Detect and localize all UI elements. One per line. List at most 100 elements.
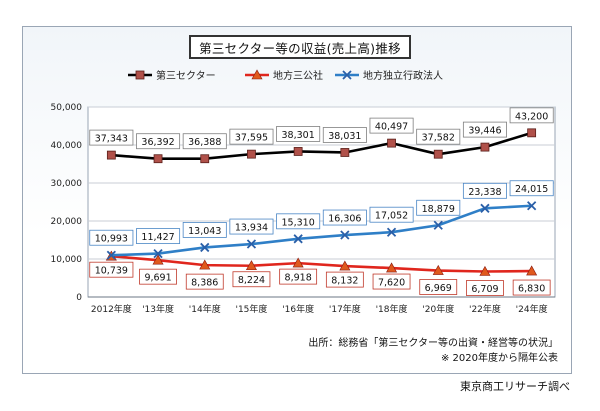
data-label-box xyxy=(89,261,134,278)
data-point xyxy=(200,154,210,164)
data-label-box xyxy=(276,126,321,142)
legend-item-3: 地方独立行政法人 xyxy=(335,69,443,82)
data-point xyxy=(153,248,163,259)
data-label: 40,497 xyxy=(375,122,408,133)
data-label: 37,595 xyxy=(235,133,268,144)
data-label: 37,343 xyxy=(95,134,128,145)
data-label-box xyxy=(369,117,414,134)
data-point xyxy=(200,242,210,253)
credit-text: 東京商工リサーチ調べ xyxy=(460,380,570,393)
data-label: 43,200 xyxy=(515,111,548,122)
chart-title: 第三セクター等の収益(売上高)推移 xyxy=(189,35,411,59)
data-label-box xyxy=(232,271,271,288)
data-point xyxy=(153,154,163,164)
legend-item-2: 地方三公社 xyxy=(245,69,323,82)
series-1: 37,343 36,392 36,388 37,595 38,301 38,031 40,4… xyxy=(89,107,554,164)
data-point xyxy=(340,148,350,157)
x-tick-label: '24年度 xyxy=(516,303,548,315)
data-label-box xyxy=(369,206,414,223)
data-point xyxy=(251,69,263,80)
data-point xyxy=(386,262,398,273)
series-2: 10,739 9,691 8,386 8,224 8,918 8,132 7,620 6,96… xyxy=(89,250,551,296)
data-point xyxy=(339,260,351,271)
data-label: 15,310 xyxy=(282,217,315,228)
data-label-box xyxy=(229,128,274,145)
data-point xyxy=(432,264,444,275)
data-label: 37,582 xyxy=(422,133,455,144)
data-point xyxy=(246,239,257,249)
data-point xyxy=(293,234,303,244)
data-label: 9,691 xyxy=(144,273,171,284)
x-tick-label: '20年度 xyxy=(422,303,454,315)
data-label: 8,224 xyxy=(238,275,265,286)
data-label: 24,015 xyxy=(515,184,548,195)
data-point xyxy=(199,259,211,270)
x-tick-label: '13年度 xyxy=(142,303,174,315)
x-tick-label: '14年度 xyxy=(189,303,221,315)
publication-note: ※ 2020年度から隔年公表 xyxy=(440,353,558,364)
legend-item-1: 第三セクター xyxy=(128,69,216,82)
data-point xyxy=(342,70,352,80)
data-label: 8,918 xyxy=(285,273,312,284)
data-label-box xyxy=(89,129,134,146)
data-point xyxy=(387,138,396,148)
data-point xyxy=(527,128,537,138)
data-point xyxy=(479,265,491,276)
data-label-box xyxy=(322,127,367,143)
data-label-box xyxy=(182,222,227,238)
data-label: 10,993 xyxy=(95,234,128,245)
data-label: 38,031 xyxy=(328,131,361,142)
data-label-box xyxy=(322,209,367,226)
data-label-box xyxy=(139,268,177,285)
data-point xyxy=(480,203,490,213)
y-tick-label: 40,000 xyxy=(51,141,83,151)
data-label: 7,620 xyxy=(378,278,405,289)
data-label: 23,338 xyxy=(468,187,501,198)
data-label: 38,301 xyxy=(282,130,315,141)
data-label-box xyxy=(89,229,134,246)
data-label-box xyxy=(325,271,364,288)
data-label: 11,427 xyxy=(141,232,174,243)
series-line xyxy=(111,254,532,273)
data-label-box xyxy=(509,107,554,124)
data-point xyxy=(293,147,303,156)
data-label: 8,386 xyxy=(191,278,218,289)
data-point xyxy=(292,257,304,268)
data-point xyxy=(433,149,443,159)
data-label-box xyxy=(419,279,458,295)
data-label-box xyxy=(416,128,461,145)
data-point xyxy=(106,250,116,260)
data-label: 36,388 xyxy=(188,137,221,148)
data-label: 16,306 xyxy=(328,214,361,225)
x-tick-label: '22年度 xyxy=(469,303,501,315)
legend: 第三セクター 地方三公社 地方独立行政法人 xyxy=(128,69,443,82)
data-label-box xyxy=(512,279,551,296)
y-tick-label: 0 xyxy=(76,293,82,303)
x-tick-label: 2012年度 xyxy=(91,303,132,315)
data-label: 13,934 xyxy=(235,223,268,234)
x-tick-label: '18年度 xyxy=(376,303,408,315)
data-label-box xyxy=(462,121,507,138)
data-label-box xyxy=(466,280,504,296)
data-label: 18,879 xyxy=(422,204,455,215)
x-tick-label: '17年度 xyxy=(329,303,361,315)
x-tick-label: '16年度 xyxy=(282,303,314,315)
data-label-box xyxy=(279,268,318,285)
data-point xyxy=(340,230,350,240)
x-tick-label: '15年度 xyxy=(235,303,267,315)
data-label: 6,830 xyxy=(518,284,545,295)
data-point xyxy=(152,254,164,265)
data-point xyxy=(527,201,537,211)
data-point xyxy=(433,220,443,230)
legend-label: 第三セクター xyxy=(156,69,216,82)
data-label: 13,043 xyxy=(188,226,221,237)
data-label: 39,446 xyxy=(468,126,501,137)
data-point xyxy=(526,265,538,276)
series-line xyxy=(111,131,533,161)
data-point xyxy=(480,142,490,152)
data-label-box xyxy=(509,180,554,197)
y-tick-label: 20,000 xyxy=(51,217,83,227)
legend-label: 地方独立行政法人 xyxy=(363,69,443,82)
y-tick-label: 10,000 xyxy=(51,255,83,265)
y-tick-label: 50,000 xyxy=(51,103,83,113)
